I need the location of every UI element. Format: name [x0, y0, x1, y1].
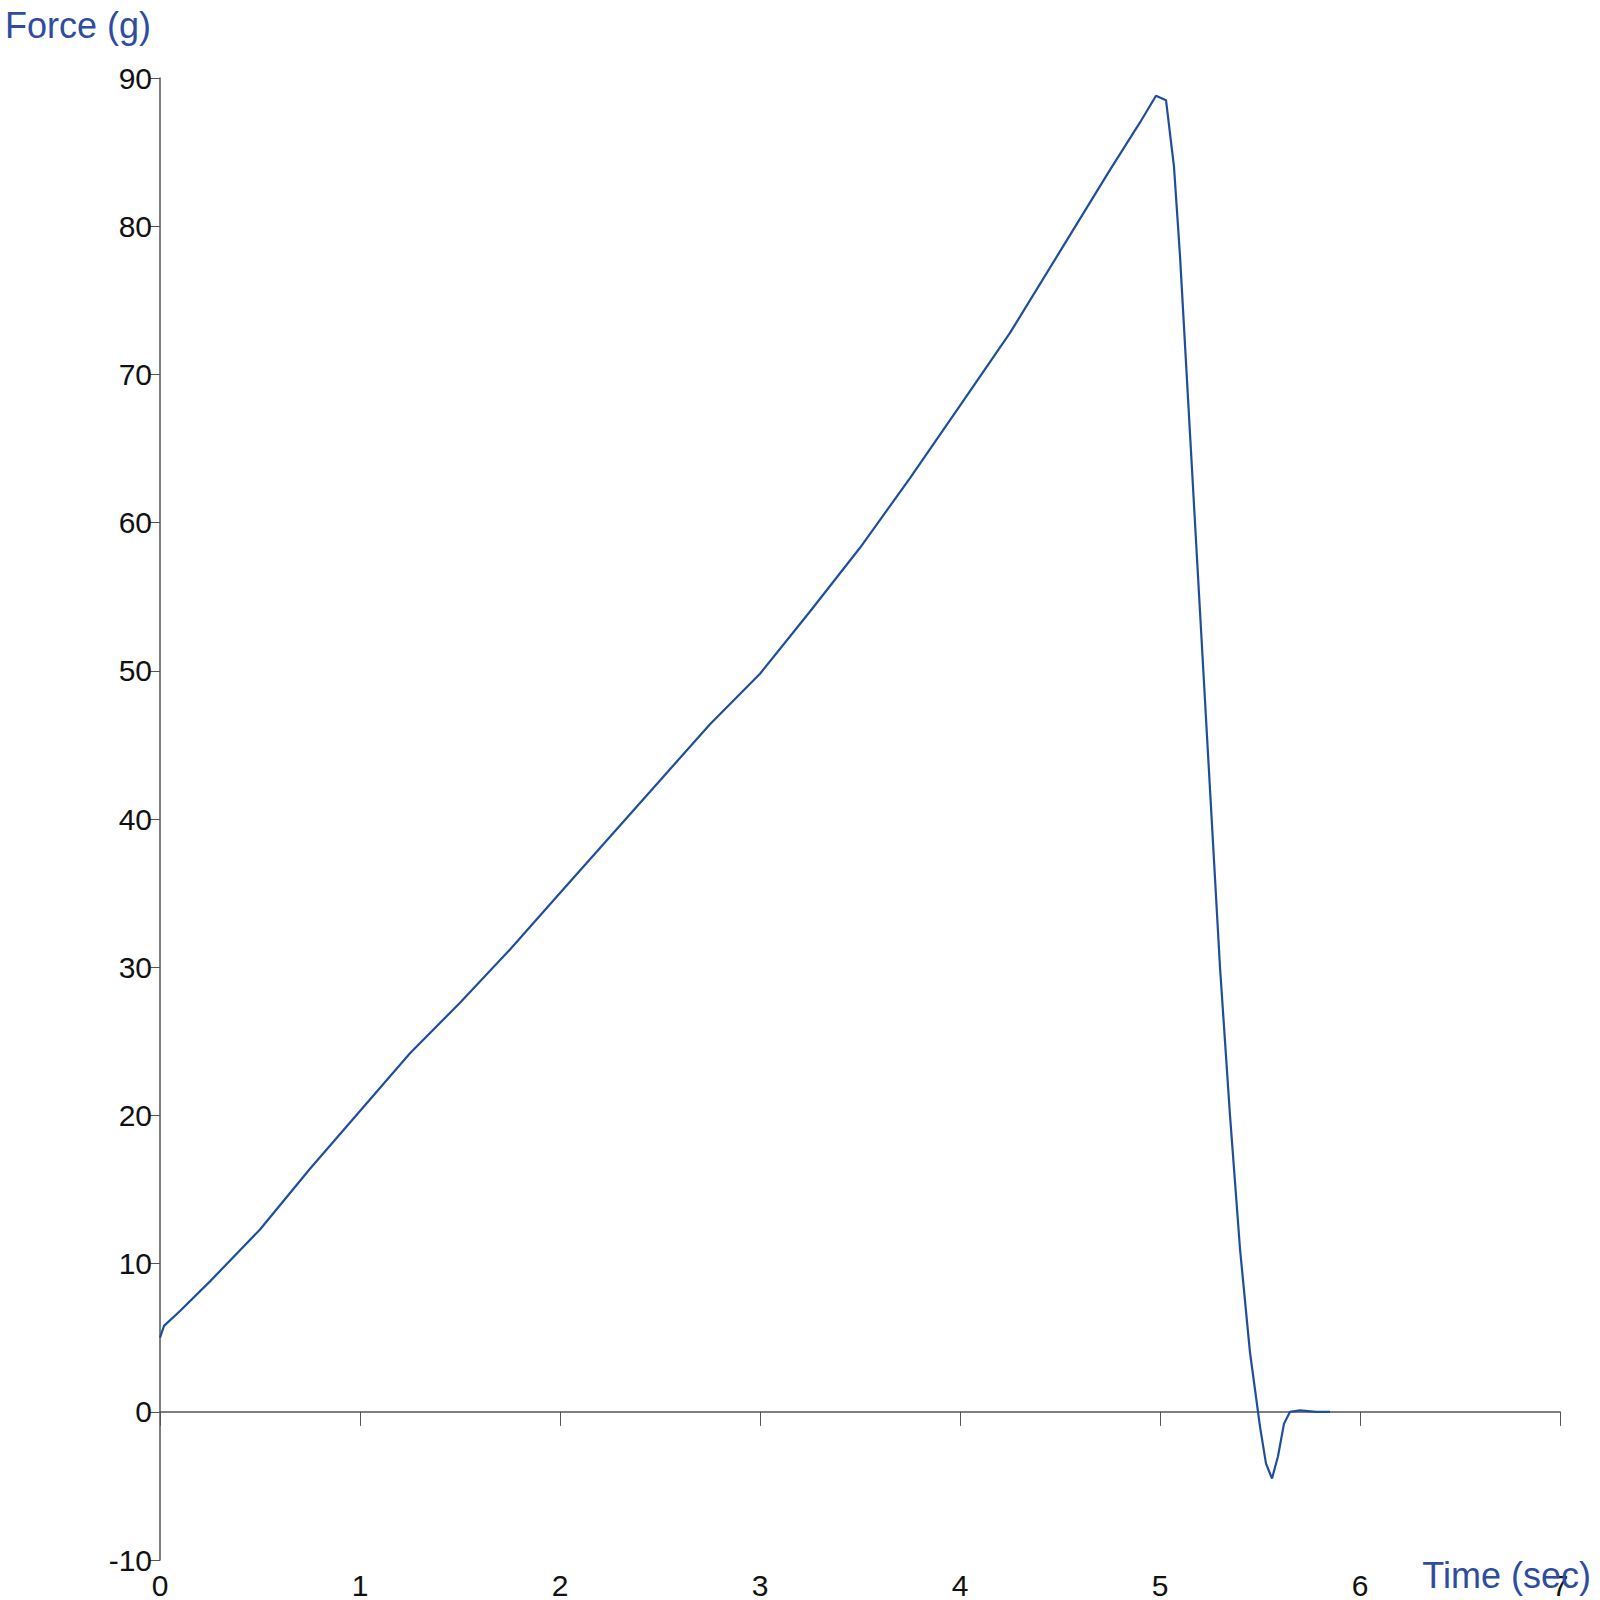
svg-text:10: 10 [119, 1247, 152, 1280]
svg-text:4: 4 [952, 1569, 969, 1600]
svg-text:0: 0 [152, 1569, 169, 1600]
svg-text:30: 30 [119, 951, 152, 984]
svg-text:Time (sec): Time (sec) [1422, 1555, 1591, 1596]
svg-text:80: 80 [119, 210, 152, 243]
svg-text:5: 5 [1152, 1569, 1169, 1600]
svg-text:60: 60 [119, 506, 152, 539]
svg-text:Force (g): Force (g) [5, 5, 151, 46]
svg-text:50: 50 [119, 654, 152, 687]
svg-text:2: 2 [552, 1569, 569, 1600]
svg-text:6: 6 [1352, 1569, 1369, 1600]
svg-text:20: 20 [119, 1099, 152, 1132]
svg-text:-10: -10 [109, 1544, 152, 1577]
svg-text:1: 1 [352, 1569, 369, 1600]
svg-text:90: 90 [119, 62, 152, 95]
svg-text:0: 0 [135, 1395, 152, 1428]
svg-text:3: 3 [752, 1569, 769, 1600]
svg-text:40: 40 [119, 803, 152, 836]
svg-text:70: 70 [119, 358, 152, 391]
